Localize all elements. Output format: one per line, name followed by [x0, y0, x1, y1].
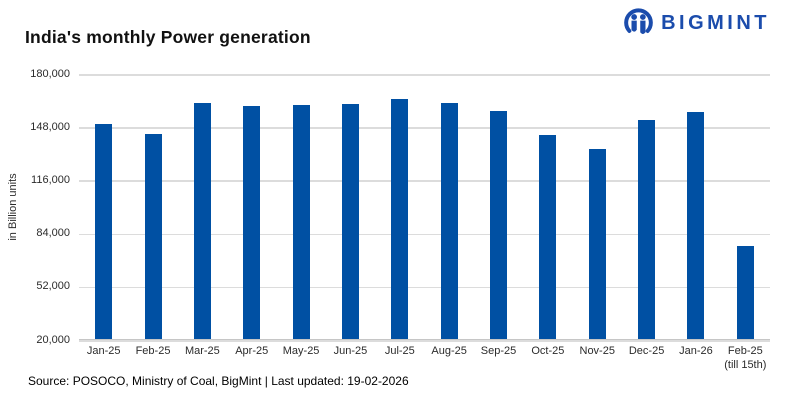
- bar-apr-25: [243, 106, 261, 339]
- gridline: [79, 233, 770, 236]
- gridline: [79, 340, 770, 342]
- x-tick-label: Jul-25: [384, 345, 415, 357]
- bar-nov-25: [588, 148, 606, 339]
- x-tick-label: Feb-25 (till 15th): [724, 345, 767, 371]
- bar-jul-25: [391, 98, 409, 339]
- bar-oct-25: [539, 134, 557, 339]
- x-tick-label: Jun-25: [333, 345, 368, 357]
- y-tick-label: 116,000: [31, 173, 70, 186]
- x-tick-label: Sep-25: [480, 345, 517, 357]
- x-tick-label: Mar-25: [184, 345, 220, 357]
- page-title: India's monthly Power generation: [25, 27, 311, 47]
- gridline: [79, 74, 770, 76]
- bar-jan-25: [95, 123, 113, 339]
- bar-mar-25: [193, 102, 211, 339]
- bar-sep-25: [490, 111, 508, 339]
- bar-feb-25-till-15th: [736, 245, 754, 339]
- bar-chart-plot-area: [79, 74, 770, 342]
- y-tick-label: 20,000: [36, 333, 70, 346]
- x-tick-label: Oct-25: [531, 345, 565, 357]
- x-tick-label: May-25: [282, 345, 320, 357]
- x-tick-label: Jan-25: [86, 345, 121, 357]
- bar-jan-26: [687, 112, 705, 339]
- y-axis-ticks: 180,000 148,000 116,000 84,000 52,000 20,000: [0, 68, 70, 346]
- bar-feb-25: [144, 133, 162, 339]
- y-tick-label: 148,000: [30, 120, 70, 133]
- x-tick-label: Feb-25: [135, 345, 171, 357]
- brand-name: BIGMINT: [661, 11, 770, 34]
- gridline: [79, 127, 770, 129]
- bar-aug-25: [440, 102, 458, 339]
- x-axis-labels: Jan-25 Feb-25 Mar-25 Apr-25 May-25 Jun-25 Jul-…: [79, 345, 770, 375]
- brand-logo: BIGMINT: [621, 5, 770, 41]
- y-tick-label: 180,000: [30, 67, 70, 80]
- x-tick-label: Apr-25: [235, 345, 269, 357]
- y-tick-label: 52,000: [36, 280, 70, 293]
- x-tick-label: Dec-25: [628, 345, 665, 357]
- bar-may-25: [292, 104, 310, 339]
- bar-jun-25: [341, 103, 359, 339]
- y-tick-label: 84,000: [36, 227, 70, 240]
- gridline: [79, 180, 770, 182]
- x-tick-label: Nov-25: [579, 345, 615, 357]
- source-note: Source: POSOCO, Ministry of Coal, BigMin…: [28, 374, 409, 388]
- bar-dec-25: [638, 120, 656, 339]
- x-tick-label: Jan-26: [679, 345, 713, 357]
- bigmint-logo-icon: [624, 8, 653, 35]
- gridline: [79, 286, 770, 289]
- y-axis-title: in Billion units: [7, 173, 19, 241]
- x-tick-label: Aug-25: [431, 345, 467, 357]
